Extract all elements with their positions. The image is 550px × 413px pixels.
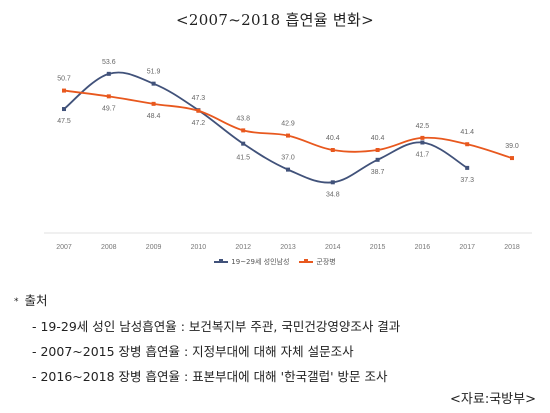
- data-label: 48.4: [147, 113, 161, 120]
- data-point: [151, 101, 156, 106]
- legend-label-young-men: 19~29세 성인남성: [231, 258, 290, 266]
- data-point: [420, 140, 425, 145]
- data-point: [420, 135, 425, 140]
- data-point: [375, 157, 380, 162]
- legend-entry-young-men: 19~29세 성인남성: [214, 257, 289, 267]
- data-label: 49.7: [102, 105, 116, 112]
- data-label: 37.0: [281, 155, 295, 162]
- data-label: 47.2: [192, 120, 206, 127]
- data-point: [330, 180, 335, 185]
- x-tick-label: 2018: [504, 244, 520, 251]
- data-label: 42.5: [416, 123, 430, 130]
- chart-legend: 19~29세 성인남성 군장병: [0, 257, 550, 267]
- data-point: [286, 167, 290, 172]
- data-label: 37.3: [460, 177, 474, 184]
- x-tick-label: 2014: [325, 244, 341, 251]
- data-label: 43.8: [236, 115, 250, 122]
- x-tick-label: 2012: [235, 244, 251, 251]
- data-point: [62, 88, 66, 93]
- x-tick-label: 2010: [191, 244, 207, 251]
- legend-entry-soldiers: 군장병: [299, 257, 336, 267]
- data-point: [330, 148, 335, 152]
- x-tick-label: 2008: [101, 244, 117, 251]
- legend-swatch-soldiers: [299, 259, 314, 263]
- legend-swatch-young-men: [214, 259, 229, 263]
- note-item-1: - 19-29세 성인 남성흡연율 : 보건복지부 주관, 국민건강영양조사 결…: [32, 319, 401, 334]
- data-source: <자료:국방부>: [450, 392, 536, 407]
- data-label: 34.8: [326, 191, 340, 198]
- data-point: [241, 128, 246, 133]
- data-label: 39.0: [505, 143, 519, 150]
- data-label: 40.4: [371, 135, 385, 142]
- note-item-2: - 2007~2015 장병 흡연율 : 지정부대에 대해 자체 설문조사: [32, 344, 354, 359]
- data-label: 42.9: [281, 121, 295, 128]
- line-chart: 2007 2008 2009 2010 2012 2013 2014 2015 2016 2017…: [44, 59, 532, 251]
- data-label: 41.7: [416, 152, 430, 159]
- note-item-3: - 2016~2018 장병 흡연율 : 표본부대에 대해 '한국갤럽' 방문 …: [32, 369, 388, 384]
- chart-title: <2007~2018 흡연율 변화>: [176, 11, 374, 29]
- data-label: 38.7: [371, 169, 385, 176]
- x-tick-label: 2007: [56, 244, 72, 251]
- asterisk-icon: *: [14, 296, 19, 307]
- data-label: 41.5: [236, 155, 250, 162]
- data-point: [151, 81, 156, 86]
- x-tick-label: 2009: [146, 244, 162, 251]
- data-point: [241, 141, 246, 146]
- data-label: 50.7: [57, 76, 71, 83]
- data-point: [106, 94, 111, 99]
- data-label: 40.4: [326, 135, 340, 142]
- data-point: [465, 165, 470, 170]
- x-tick-label: 2016: [415, 244, 431, 251]
- legend-label-soldiers: 군장병: [316, 258, 336, 266]
- data-label: 47.3: [192, 95, 206, 102]
- data-point: [465, 142, 470, 147]
- data-point: [62, 107, 66, 112]
- data-point: [286, 133, 290, 138]
- series-line-1: [63, 71, 469, 184]
- data-point: [510, 156, 514, 161]
- notes-heading-label: 출처: [24, 293, 48, 308]
- data-point: [106, 71, 111, 76]
- data-point: [375, 148, 380, 152]
- data-label: 53.6: [102, 59, 116, 66]
- x-tick-label: 2013: [280, 244, 296, 251]
- source-notes: * 출처 - 19-29세 성인 남성흡연율 : 보건복지부 주관, 국민건강영양…: [14, 290, 544, 391]
- x-tick-label: 2017: [459, 244, 475, 251]
- data-label: 47.5: [57, 118, 71, 125]
- notes-heading: * 출처: [14, 290, 544, 309]
- data-label: 41.4: [460, 129, 474, 136]
- x-tick-label: 2015: [370, 244, 386, 251]
- data-point: [196, 108, 201, 113]
- data-label: 51.9: [147, 69, 161, 76]
